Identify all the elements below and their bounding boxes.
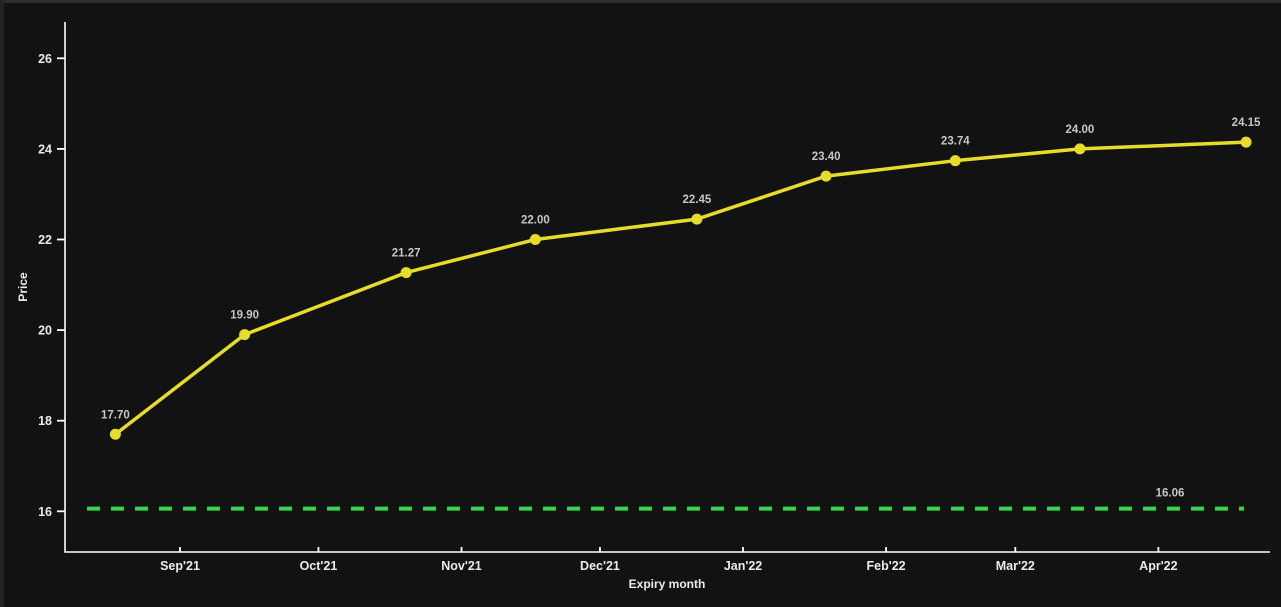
- data-point-label: 17.70: [101, 409, 130, 421]
- data-point-marker: [109, 428, 121, 440]
- x-tick-label: Nov'21: [441, 559, 482, 573]
- data-point-marker: [1240, 136, 1252, 148]
- x-tick-label: Sep'21: [160, 559, 200, 573]
- y-tick-label: 22: [38, 233, 52, 247]
- data-point-marker: [400, 267, 412, 279]
- y-tick-label: 20: [38, 324, 52, 338]
- window-top-edge: [0, 0, 1281, 3]
- x-axis-title: Expiry month: [629, 577, 706, 591]
- x-tick-label: Apr'22: [1139, 559, 1177, 573]
- price-line: [113, 140, 1248, 437]
- data-point-marker: [1074, 143, 1086, 155]
- y-tick-label: 24: [38, 142, 52, 156]
- data-point-label: 24.15: [1232, 117, 1261, 129]
- data-point-marker: [239, 329, 251, 341]
- y-tick-label: 16: [38, 505, 52, 519]
- data-point-marker: [820, 170, 832, 182]
- window-left-edge: [0, 0, 4, 607]
- x-tick-label: Mar'22: [996, 559, 1035, 573]
- data-point-marker: [691, 213, 703, 225]
- data-point-marker: [949, 155, 961, 167]
- x-tick-label: Jan'22: [724, 559, 762, 573]
- reference-line-label: 16.06: [1156, 488, 1185, 500]
- data-point-label: 19.90: [230, 310, 259, 322]
- data-point-label: 22.45: [682, 194, 711, 206]
- data-point-label: 24.00: [1066, 124, 1095, 136]
- data-point-label: 23.74: [941, 136, 970, 148]
- axes-spines: [64, 22, 1270, 553]
- data-point-label: 21.27: [392, 248, 421, 260]
- y-tick-label: 26: [38, 52, 52, 66]
- data-point-label: 22.00: [521, 215, 550, 227]
- y-tick-label: 18: [38, 414, 52, 428]
- data-point-marker: [529, 234, 541, 245]
- data-point-label: 23.40: [812, 151, 841, 163]
- x-tick-label: Dec'21: [580, 559, 620, 573]
- x-tick-label: Feb'22: [867, 559, 906, 573]
- x-tick-label: Oct'21: [300, 559, 338, 573]
- y-axis-title: Price: [16, 272, 30, 302]
